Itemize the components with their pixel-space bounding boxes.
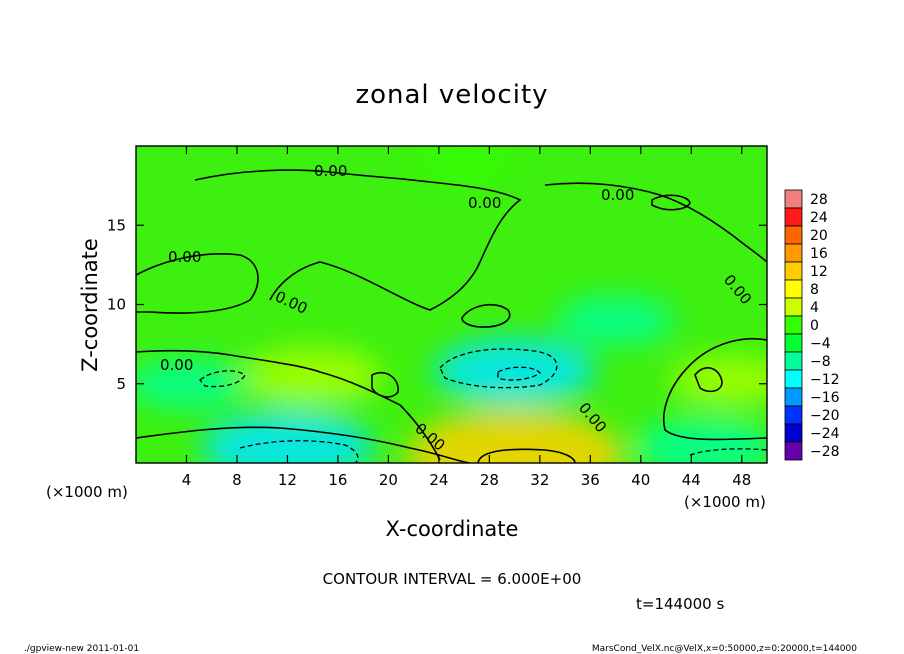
velocity-feature: [406, 410, 623, 463]
plot-background: [136, 146, 767, 463]
velocity-feature: [556, 295, 675, 346]
colorbar: 28 24 20 16 12 8 4 0 −4 −8 −12 −16 −20 −24 −28: [784, 189, 840, 461]
x-axis-label: X-coordinate: [386, 517, 519, 541]
footer-right: MarsCond_VelX.nc@VelX,x=0:50000,z=0:2000…: [592, 644, 857, 654]
colorbar-label: −8: [810, 354, 831, 370]
colorbar-swatch: [784, 369, 803, 389]
contour-lines: [136, 169, 767, 463]
colorbar-label: 16: [810, 246, 828, 262]
x-tick-label: 12: [278, 471, 297, 489]
colorbar-label: 0: [810, 318, 819, 334]
contour-neg-center-inner: [497, 366, 541, 381]
velocity-features: [136, 146, 767, 463]
colorbar-label: 24: [810, 210, 828, 226]
contour-zero-low: [136, 426, 471, 463]
colorbar-label: −20: [810, 408, 840, 424]
colorbar-swatch: [784, 351, 803, 371]
colorbar-label: 8: [810, 282, 819, 298]
velocity-feature: [201, 411, 374, 463]
colorbar-label: 20: [810, 228, 828, 244]
y-tick-label: 15: [107, 216, 126, 234]
colorbar-label: −16: [810, 390, 840, 406]
colorbar-label: 28: [810, 192, 828, 208]
x-tick-label: 20: [379, 471, 398, 489]
colorbar-swatch: [784, 387, 803, 407]
contour-label: 0.00: [314, 162, 347, 180]
contour-zero-top: [194, 169, 522, 311]
colorbar-swatch: [784, 261, 803, 281]
contour-zero-right-low: [663, 337, 767, 441]
velocity-feature: [242, 346, 383, 406]
contour-neg-left-low: [239, 440, 359, 463]
colorbar-swatch: [784, 207, 803, 227]
colorbar-label: −24: [810, 426, 840, 442]
velocity-feature: [433, 337, 596, 405]
x-tick-label: 24: [429, 471, 448, 489]
colorbar-swatch: [784, 297, 803, 317]
colorbar-label: −4: [810, 336, 831, 352]
x-tick-label: 48: [732, 471, 751, 489]
contour-small-1: [461, 303, 511, 328]
contour-label: 0.00: [468, 194, 501, 212]
colorbar-label: −28: [810, 444, 840, 460]
contour-zero-center: [136, 349, 441, 461]
contour-interval: CONTOUR INTERVAL = 6.000E+00: [323, 570, 582, 588]
y-tick-label: 5: [116, 375, 126, 393]
colorbar-swatch: [784, 441, 803, 461]
velocity-feature: [415, 146, 513, 183]
velocity-feature: [633, 417, 767, 463]
colorbar-swatch: [784, 333, 803, 353]
x-tick-label: 40: [631, 471, 650, 489]
contour-label: 0.00: [168, 248, 201, 266]
x-tick-label: 36: [581, 471, 600, 489]
contour-zero-right: [544, 182, 767, 263]
contour-neg-left: [199, 370, 246, 388]
contour-label: 0.00: [601, 186, 634, 204]
x-tick-label: 16: [328, 471, 347, 489]
contour-label: 0.00: [160, 356, 193, 374]
contour-zero-left: [136, 253, 259, 314]
colorbar-swatch: [784, 315, 803, 335]
x-unit-label-left: (×1000 m): [46, 483, 128, 501]
contour-neg-center: [439, 348, 558, 389]
colorbar-label: −12: [810, 372, 840, 388]
colorbar-swatch: [784, 279, 803, 299]
colorbar-swatch: [784, 405, 803, 425]
contour-small-3: [371, 371, 399, 398]
velocity-feature: [669, 355, 767, 406]
x-tick-label: 8: [232, 471, 242, 489]
colorbar-swatch: [784, 243, 803, 263]
colorbar-swatch: [784, 423, 803, 443]
x-tick-label: 4: [182, 471, 192, 489]
contour-warm-core: [477, 448, 576, 463]
colorbar-swatch: [784, 189, 803, 209]
colorbar-label: 12: [810, 264, 828, 280]
colorbar-label: 4: [810, 300, 819, 316]
plot-area: [136, 146, 767, 463]
footer-left: ./gpview-new 2011-01-01: [24, 644, 139, 654]
time-label: t=144000 s: [636, 595, 724, 613]
contour-small-2: [694, 367, 723, 393]
y-axis: 5 10 15: [107, 216, 767, 393]
colorbar-swatch: [784, 225, 803, 245]
y-tick-label: 10: [107, 296, 126, 314]
x-tick-label: 44: [682, 471, 701, 489]
x-unit-label-right: (×1000 m): [684, 493, 766, 511]
chart-title: zonal velocity: [355, 80, 548, 110]
x-tick-label: 28: [480, 471, 499, 489]
y-axis-label: Z-coordinate: [78, 238, 102, 372]
contour-small-4: [651, 194, 691, 211]
x-axis: 4 8 12 16 20 24 28 32 36 40 44 48: [182, 146, 751, 489]
contour-lines-negative: [199, 348, 767, 463]
x-tick-label: 32: [530, 471, 549, 489]
